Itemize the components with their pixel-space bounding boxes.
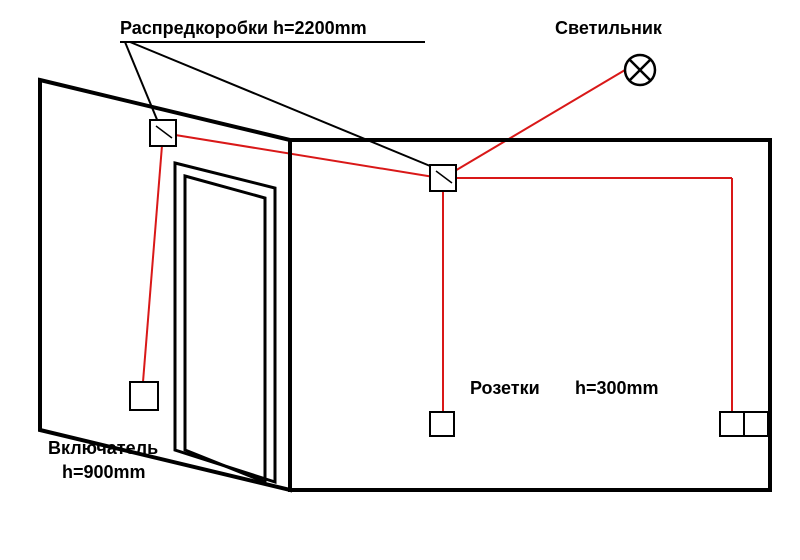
junction-box-1 [150,120,176,146]
junction-box-2 [430,165,456,191]
socket-2b [744,412,768,436]
switch-height-label: h=900mm [62,462,146,483]
switch-label: Включатель [48,438,158,459]
junction-boxes-label: Распредкоробки h=2200mm [120,18,367,39]
switch-box [130,382,158,410]
sockets-height-label: h=300mm [575,378,659,399]
sockets-label: Розетки [470,378,540,399]
lamp-label: Светильник [555,18,662,39]
socket-2a [720,412,744,436]
socket-1 [430,412,454,436]
